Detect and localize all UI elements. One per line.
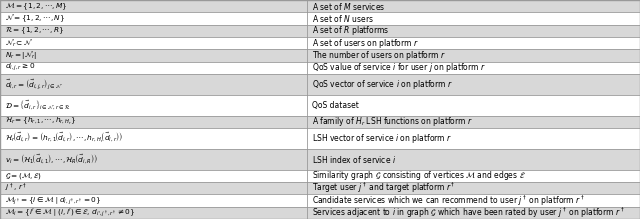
Bar [0,37,640,49]
Text: $\mathcal{M}_i = \{i' \in \mathcal{M} \mid (i, i') \in \mathcal{E},\, d_{i',j^\d: $\mathcal{M}_i = \{i' \in \mathcal{M} \m… [5,207,136,219]
Text: $\mathcal{M}_{j^\dagger} = \{i \in \mathcal{M} \mid d_{i,j^\dagger,r^\dagger} = : $\mathcal{M}_{j^\dagger} = \{i \in \math… [5,194,102,207]
Text: $\mathcal{N} = \{1, 2, \cdots, N\}$: $\mathcal{N} = \{1, 2, \cdots, N\}$ [5,13,65,24]
Bar [0,95,640,116]
Bar [0,170,640,182]
Text: A set of users on platform $r$: A set of users on platform $r$ [312,37,419,49]
Bar [0,74,640,95]
Text: $\mathcal{H}_r\!\left(\vec{d}_{i,r}\right) = \left(h_{r,1}\!\left(\vec{d}_{i,r}\: $\mathcal{H}_r\!\left(\vec{d}_{i,r}\righ… [5,131,124,145]
Bar [0,25,640,37]
Text: LSH vector of service $i$ on platform $r$: LSH vector of service $i$ on platform $r… [312,132,452,145]
Bar [0,116,640,128]
Text: $v_i = \left(\mathcal{H}_1\!\left(\vec{d}_{i,1}\right), \cdots, \mathcal{H}_R\!\: $v_i = \left(\mathcal{H}_1\!\left(\vec{d… [5,153,99,166]
Bar [0,194,640,207]
Bar [0,12,640,25]
Bar [0,128,640,149]
Text: $\mathcal{N}_r \subset \mathcal{N}$: $\mathcal{N}_r \subset \mathcal{N}$ [5,37,33,49]
Text: Candidate services which we can recommend to user $j^\dagger$ on platform $r^\da: Candidate services which we can recommen… [312,193,586,208]
Bar [0,182,640,194]
Text: $\mathcal{H}_r = \{h_{r,1}, \cdots, h_{r,H_r}\}$: $\mathcal{H}_r = \{h_{r,1}, \cdots, h_{r… [5,116,76,127]
Text: QoS dataset: QoS dataset [312,101,359,110]
Text: A set of $M$ services: A set of $M$ services [312,1,386,12]
Bar [0,207,640,219]
Text: $\mathcal{D} = \left\{\vec{d}_{i,r}\right\}_{i \in \mathcal{N},\, r \in \mathcal: $\mathcal{D} = \left\{\vec{d}_{i,r}\righ… [5,99,70,112]
Text: $d_{i,j,r} \geq 0$: $d_{i,j,r} \geq 0$ [5,62,36,73]
Text: A family of $H_r$ LSH functions on platform $r$: A family of $H_r$ LSH functions on platf… [312,115,474,128]
Bar [0,0,640,12]
Text: Similarity graph $\mathcal{G}$ consisting of vertices $\mathcal{M}$ and edges $\: Similarity graph $\mathcal{G}$ consistin… [312,170,526,182]
Text: LSH index of service $i$: LSH index of service $i$ [312,154,397,165]
Text: A set of $N$ users: A set of $N$ users [312,13,374,24]
Text: $\mathcal{G} = (\mathcal{M}, \mathcal{E})$: $\mathcal{G} = (\mathcal{M}, \mathcal{E}… [5,170,42,181]
Text: $N_r = |\mathcal{N}_r|$: $N_r = |\mathcal{N}_r|$ [5,49,38,61]
Text: QoS value of service $i$ for user $j$ on platform $r$: QoS value of service $i$ for user $j$ on… [312,61,486,74]
Text: QoS vector of service $i$ on platform $r$: QoS vector of service $i$ on platform $r… [312,78,453,91]
Bar [0,49,640,62]
Text: $\mathcal{R} = \{1, 2, \cdots, R\}$: $\mathcal{R} = \{1, 2, \cdots, R\}$ [5,25,64,36]
Text: $\vec{d}_{i,r} = \left(\vec{d}_{i,j,r}\right)_{j \in \mathcal{N}}$: $\vec{d}_{i,r} = \left(\vec{d}_{i,j,r}\r… [5,77,63,92]
Bar [0,149,640,170]
Text: A set of $R$ platforms: A set of $R$ platforms [312,24,390,37]
Text: The number of users on platform $r$: The number of users on platform $r$ [312,49,446,62]
Text: $j^\dagger,\, r^\dagger$: $j^\dagger,\, r^\dagger$ [5,182,27,194]
Text: Target user $j^\dagger$ and target platform $r^\dagger$: Target user $j^\dagger$ and target platf… [312,181,456,195]
Text: $\mathcal{M} = \{1, 2, \cdots, M\}$: $\mathcal{M} = \{1, 2, \cdots, M\}$ [5,0,68,12]
Text: Services adjacent to $i$ in graph $\mathcal{G}$ which have been rated by user $j: Services adjacent to $i$ in graph $\math… [312,206,625,219]
Bar [0,62,640,74]
